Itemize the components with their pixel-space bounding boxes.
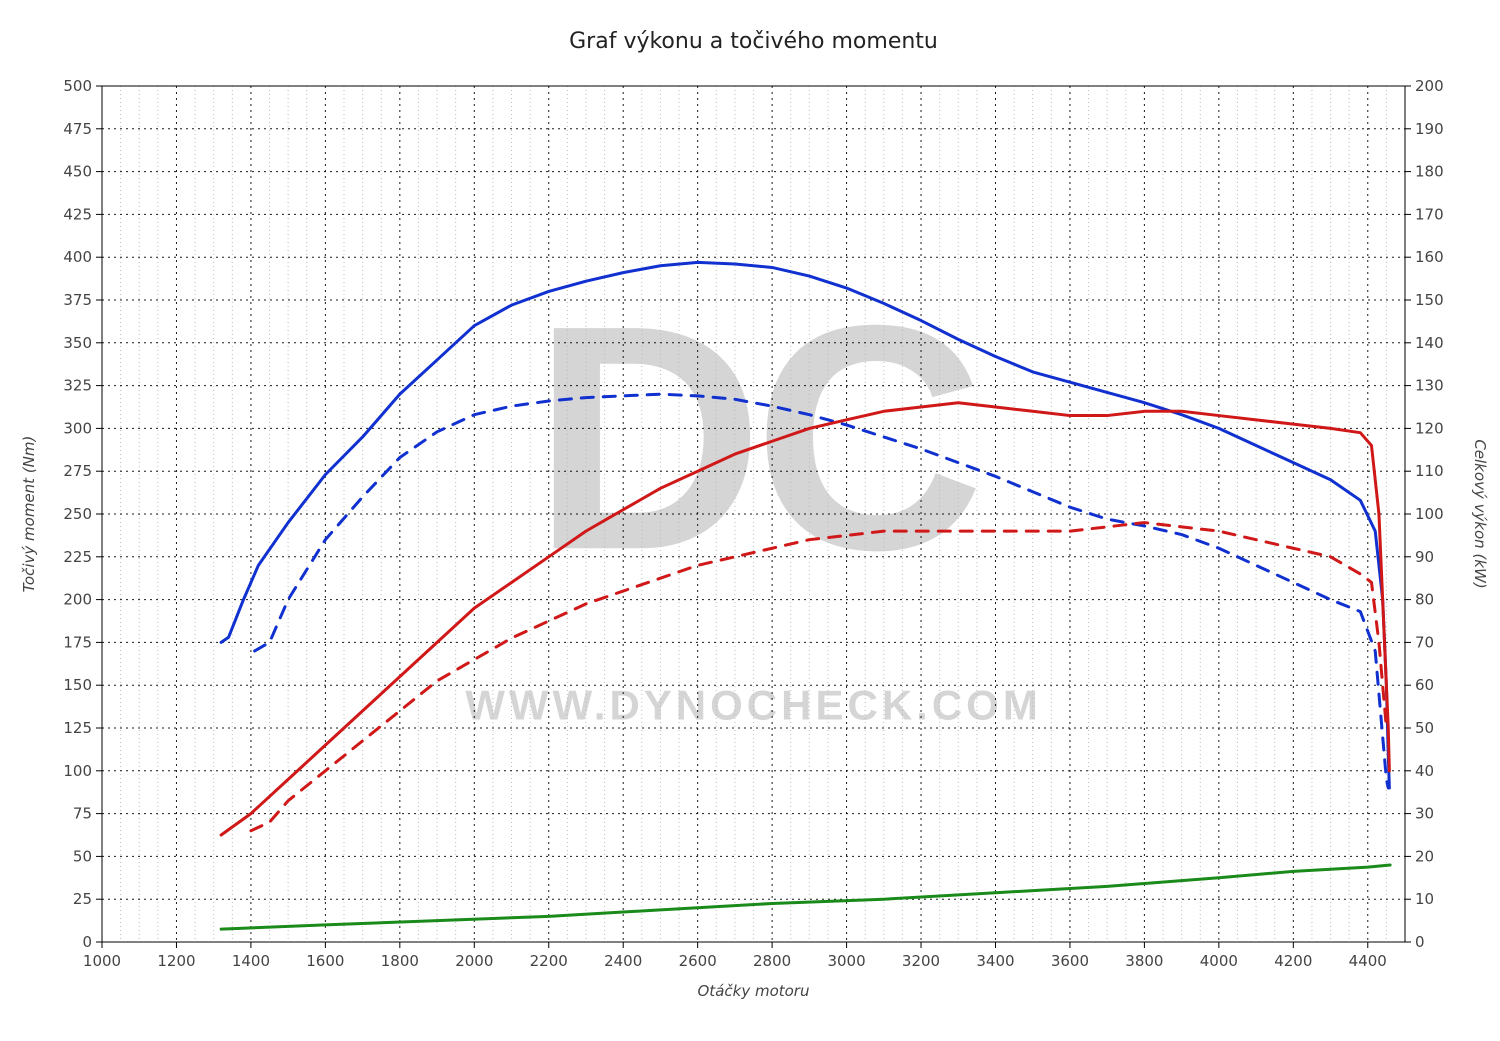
y-right-tick-label: 160 — [1415, 248, 1444, 266]
x-tick-label: 2200 — [530, 952, 568, 970]
x-tick-label: 1600 — [306, 952, 344, 970]
y-right-tick-label: 70 — [1415, 633, 1434, 651]
y-left-tick-label: 475 — [63, 120, 92, 138]
y-left-tick-label: 500 — [63, 77, 92, 95]
y-left-tick-label: 150 — [63, 676, 92, 694]
x-tick-label: 3400 — [976, 952, 1014, 970]
y-left-tick-label: 200 — [63, 591, 92, 609]
y-right-tick-label: 60 — [1415, 676, 1434, 694]
y-left-tick-label: 50 — [73, 847, 92, 865]
y-right-tick-label: 90 — [1415, 548, 1434, 566]
y-left-tick-label: 425 — [63, 205, 92, 223]
y-right-tick-label: 100 — [1415, 505, 1444, 523]
y-left-tick-label: 325 — [63, 377, 92, 395]
y-left-tick-label: 275 — [63, 462, 92, 480]
y-left-tick-label: 300 — [63, 419, 92, 437]
svg-text:WWW.DYNOCHECK.COM: WWW.DYNOCHECK.COM — [465, 681, 1042, 728]
chart-title: Graf výkonu a točivého momentu — [569, 29, 938, 54]
x-tick-label: 2600 — [679, 952, 717, 970]
x-tick-label: 3600 — [1051, 952, 1089, 970]
y-left-tick-label: 250 — [63, 505, 92, 523]
svg-text:DC: DC — [532, 258, 978, 616]
y-left-tick-label: 25 — [73, 890, 92, 908]
y-right-tick-label: 20 — [1415, 847, 1434, 865]
y-right-tick-label: 30 — [1415, 805, 1434, 823]
y-right-tick-label: 0 — [1415, 933, 1425, 951]
y-left-tick-label: 100 — [63, 762, 92, 780]
y-left-tick-label: 400 — [63, 248, 92, 266]
chart-svg: DCWWW.DYNOCHECK.COM100012001400160018002… — [0, 0, 1500, 1041]
y-left-tick-label: 375 — [63, 291, 92, 309]
y-right-tick-label: 130 — [1415, 377, 1444, 395]
x-tick-label: 1800 — [381, 952, 419, 970]
y-right-tick-label: 180 — [1415, 163, 1444, 181]
x-tick-label: 3800 — [1125, 952, 1163, 970]
y-left-tick-label: 350 — [63, 334, 92, 352]
y-left-tick-label: 75 — [73, 805, 92, 823]
x-tick-label: 4200 — [1274, 952, 1312, 970]
x-tick-label: 2800 — [753, 952, 791, 970]
y-right-tick-label: 50 — [1415, 719, 1434, 737]
x-tick-label: 1200 — [157, 952, 195, 970]
x-tick-label: 4400 — [1349, 952, 1387, 970]
y-right-tick-label: 140 — [1415, 334, 1444, 352]
y-right-tick-label: 170 — [1415, 205, 1444, 223]
x-tick-label: 4000 — [1200, 952, 1238, 970]
x-tick-label: 2400 — [604, 952, 642, 970]
dyno-chart: DCWWW.DYNOCHECK.COM100012001400160018002… — [0, 0, 1500, 1041]
x-axis-title: Otáčky motoru — [698, 982, 810, 1000]
y-right-tick-label: 10 — [1415, 890, 1434, 908]
y-right-tick-label: 110 — [1415, 462, 1444, 480]
y-left-tick-label: 125 — [63, 719, 92, 737]
y-right-tick-label: 200 — [1415, 77, 1444, 95]
y-right-tick-label: 120 — [1415, 419, 1444, 437]
x-tick-label: 2000 — [455, 952, 493, 970]
y-right-tick-label: 40 — [1415, 762, 1434, 780]
y-left-tick-label: 0 — [82, 933, 92, 951]
y-right-tick-label: 190 — [1415, 120, 1444, 138]
y-right-tick-label: 150 — [1415, 291, 1444, 309]
x-tick-label: 1000 — [83, 952, 121, 970]
y-left-tick-label: 175 — [63, 633, 92, 651]
x-tick-label: 1400 — [232, 952, 270, 970]
x-tick-label: 3200 — [902, 952, 940, 970]
y-right-tick-label: 80 — [1415, 591, 1434, 609]
y-right-axis-title: Celkový výkon (kW) — [1471, 439, 1489, 588]
y-left-tick-label: 450 — [63, 163, 92, 181]
x-tick-label: 3000 — [827, 952, 865, 970]
y-left-axis-title: Točivý moment (Nm) — [20, 436, 38, 593]
y-left-tick-label: 225 — [63, 548, 92, 566]
